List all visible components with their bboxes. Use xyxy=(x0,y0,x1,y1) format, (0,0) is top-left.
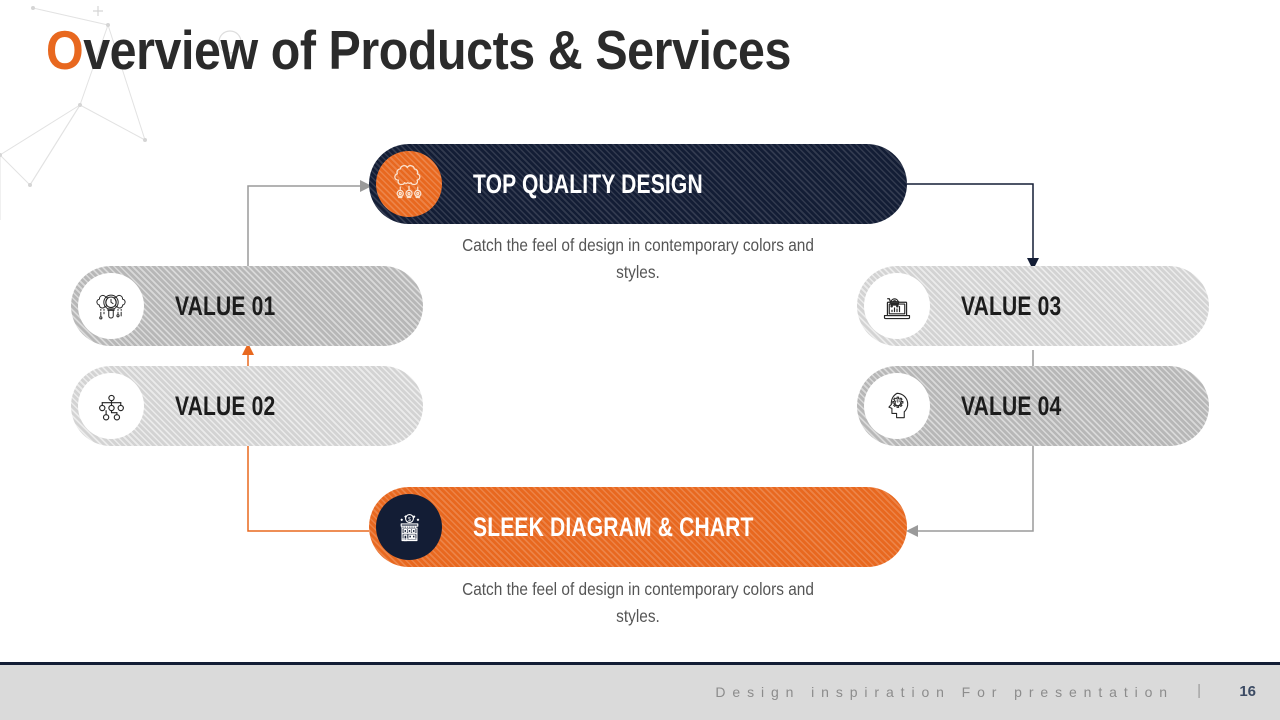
svg-text:$: $ xyxy=(408,516,411,522)
